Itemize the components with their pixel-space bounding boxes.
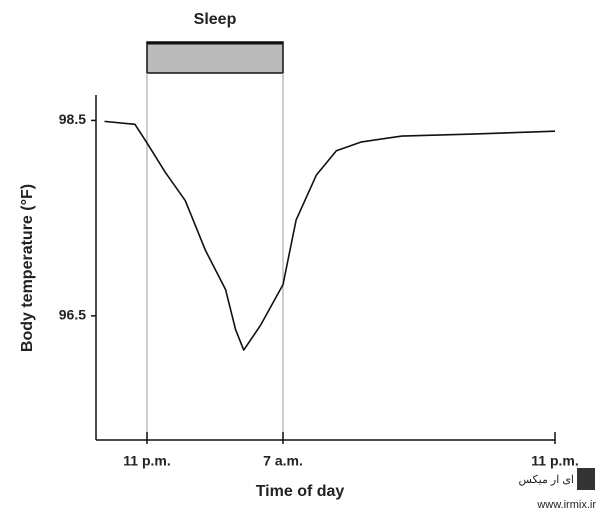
watermark-logo [577, 468, 595, 490]
x-tick-label: 11 p.m. [531, 453, 578, 469]
y-tick-label: 96.5 [59, 307, 86, 323]
y-tick-label: 98.5 [59, 111, 86, 127]
x-tick-label: 11 p.m. [123, 453, 170, 469]
watermark-text: ای ار میکس [519, 474, 574, 486]
sleep-bar [146, 41, 284, 74]
x-axis-label: Time of day [256, 483, 345, 500]
temperature-line [104, 120, 556, 351]
sleep-label: Sleep [194, 11, 237, 28]
watermark-url: www.irmix.ir [536, 499, 596, 511]
y-axis-label: Body temperature (°F) [19, 184, 36, 352]
x-tick-label: 7 a.m. [263, 453, 303, 469]
